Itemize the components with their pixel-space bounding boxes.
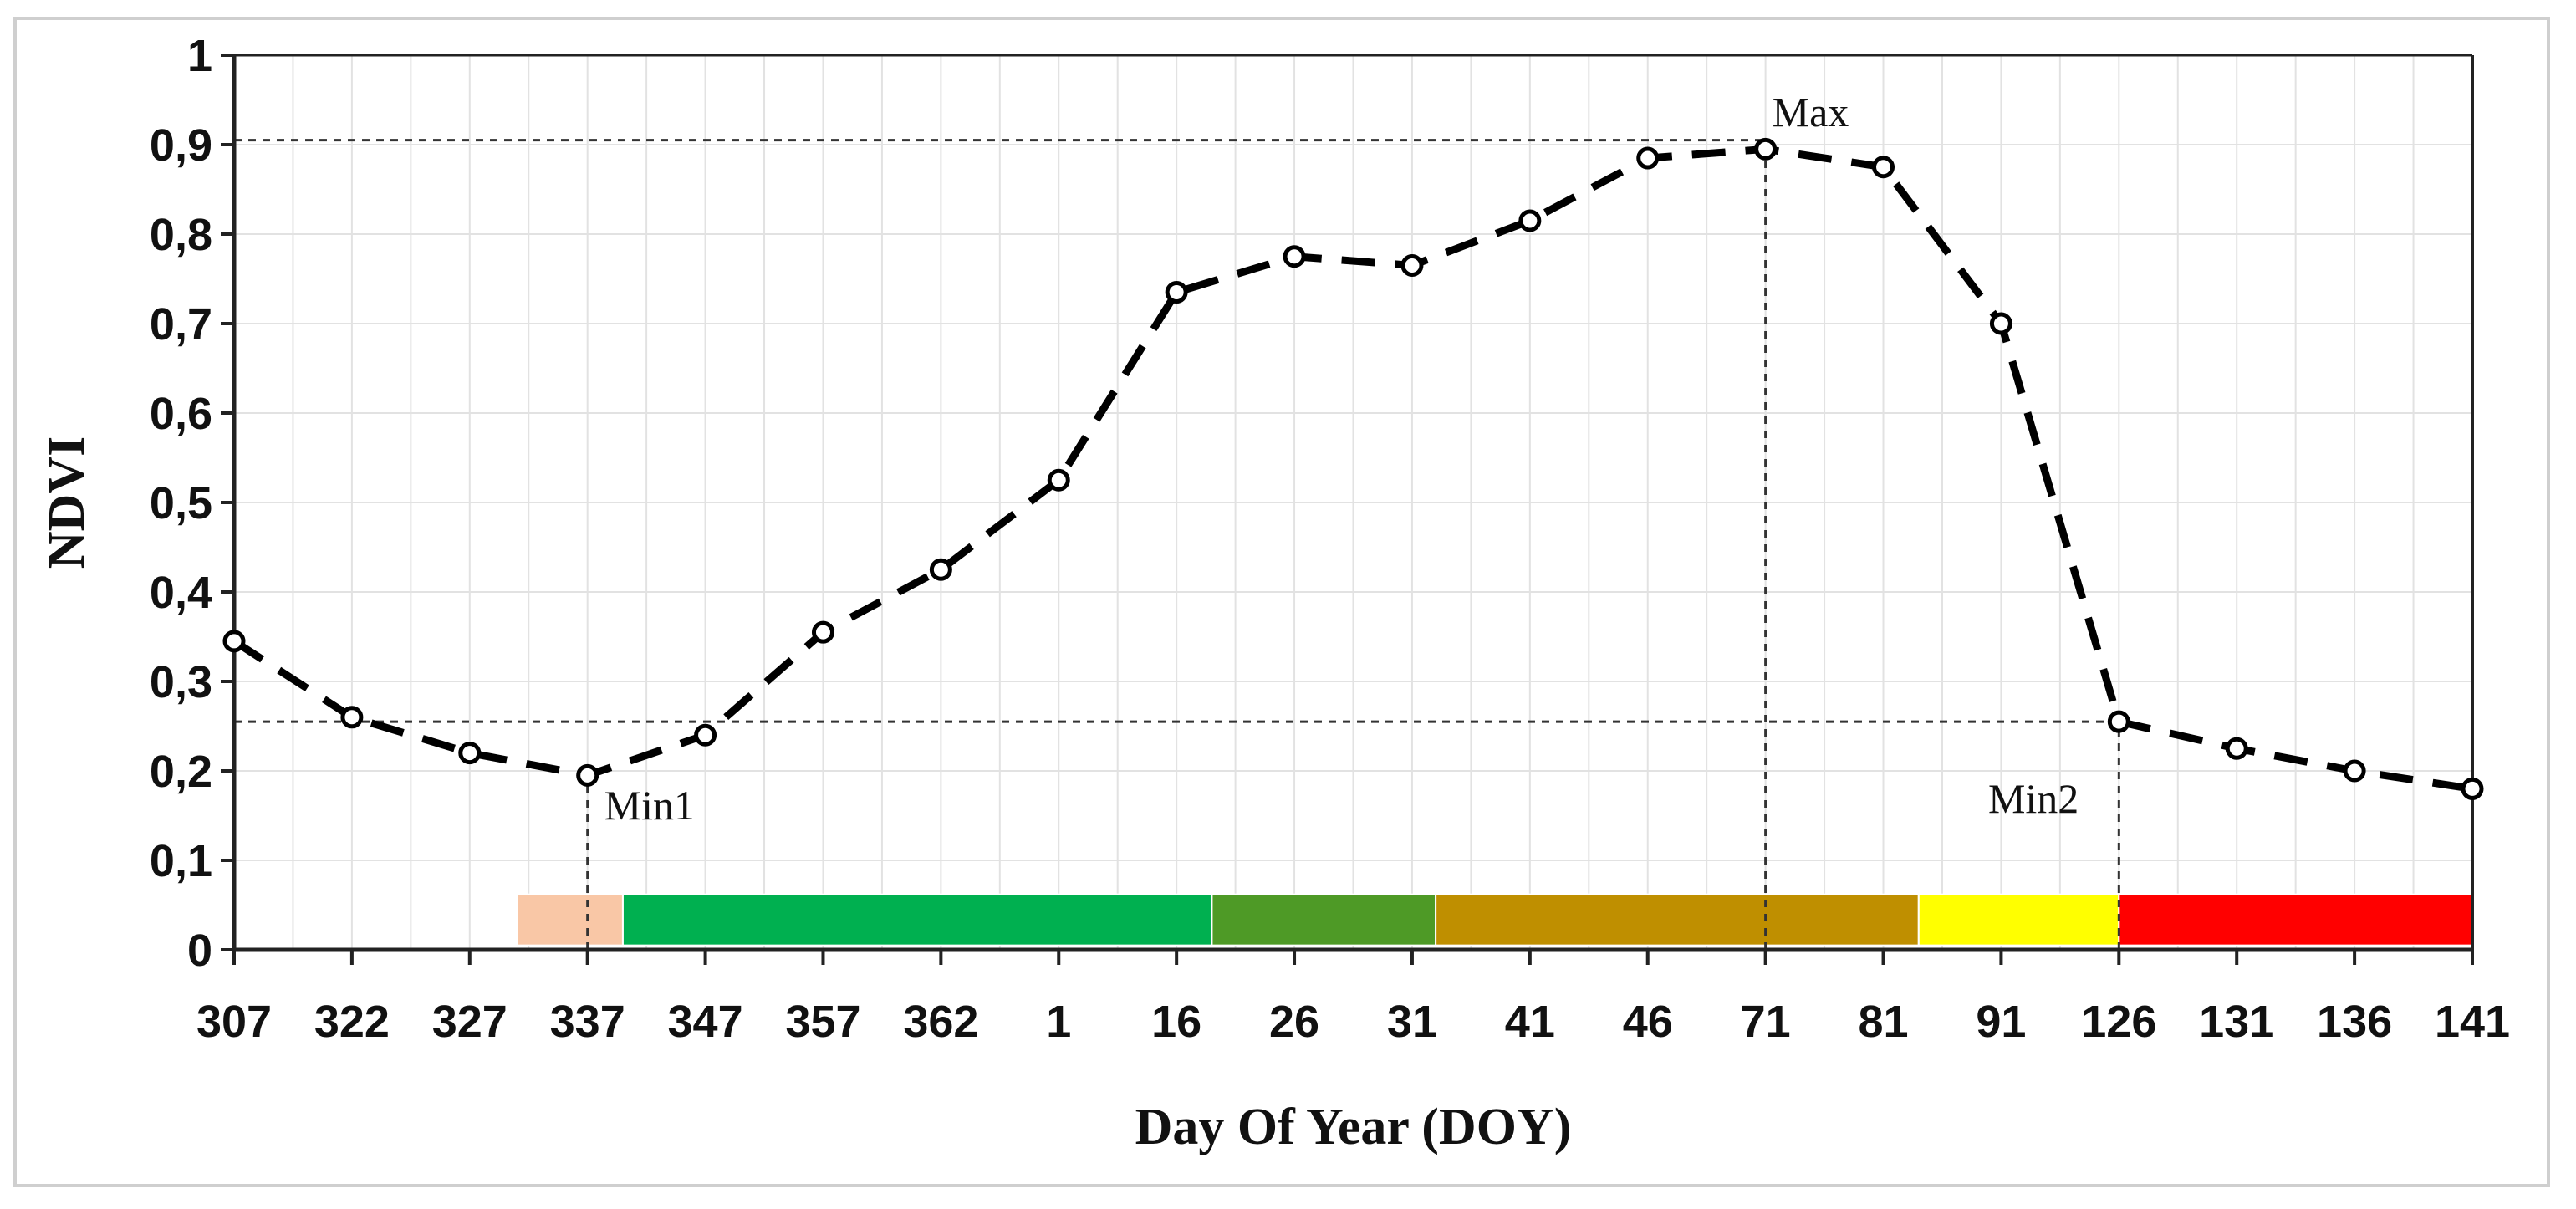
y-tick-label: 0 (187, 926, 212, 976)
y-tick-label: 0,9 (150, 120, 212, 171)
x-tick-label: 16 (1151, 997, 1201, 1047)
data-point (1636, 146, 1660, 170)
data-point (576, 763, 599, 787)
x-tick-label: 322 (314, 997, 390, 1047)
x-tick-label: 31 (1387, 997, 1437, 1047)
annotation-min2: Min2 (1988, 775, 2079, 822)
y-tick-label: 0,4 (150, 568, 212, 618)
x-tick-label: 81 (1858, 997, 1908, 1047)
x-tick-label: 307 (196, 997, 272, 1047)
axes (221, 54, 2474, 965)
x-tick-label: 26 (1269, 997, 1319, 1047)
x-tick-label: 327 (432, 997, 508, 1047)
x-tick-label: 337 (550, 997, 625, 1047)
data-point (1754, 137, 1778, 161)
x-tick-label: 126 (2081, 997, 2156, 1047)
data-point (2343, 759, 2366, 783)
data-point (1283, 245, 1306, 268)
data-point (1518, 209, 1542, 232)
data-point (340, 706, 364, 729)
x-tick-label: 41 (1505, 997, 1555, 1047)
data-point (2461, 777, 2484, 800)
data-point (929, 558, 952, 581)
x-tick-label: 91 (1976, 997, 2026, 1047)
x-axis-title: Day Of Year (DOY) (1135, 1099, 1572, 1155)
y-tick-label: 0,3 (150, 657, 212, 707)
y-tick-label: 0,2 (150, 747, 212, 797)
reference-lines (234, 139, 2120, 950)
phase-segment (621, 893, 1213, 946)
x-tick-label: 46 (1623, 997, 1673, 1047)
grid-layer (233, 54, 2473, 951)
annotation-max: Max (1773, 89, 1849, 135)
y-tick-label: 0,5 (150, 478, 212, 528)
y-axis-title: NDVI (38, 436, 95, 569)
x-tick-label: 362 (903, 997, 978, 1047)
data-point (694, 723, 717, 747)
phase-segment (1435, 893, 1920, 946)
data-point (2107, 710, 2130, 733)
x-tick-label: 141 (2435, 997, 2510, 1047)
x-tick-label: 347 (668, 997, 743, 1047)
data-point (811, 620, 834, 644)
y-tick-label: 1 (187, 31, 212, 81)
data-point (458, 742, 482, 765)
y-tick-label: 0,8 (150, 210, 212, 260)
data-point (222, 630, 246, 653)
phase-segment (1917, 893, 2120, 946)
chart-frame (13, 17, 2550, 1187)
x-tick-label: 1 (1046, 997, 1071, 1047)
x-tick-label: 131 (2199, 997, 2274, 1047)
data-point (1047, 468, 1070, 492)
phase-segment (1211, 893, 1437, 946)
series-line (232, 145, 2473, 793)
x-tick-label: 136 (2317, 997, 2392, 1047)
data-point (1400, 253, 1424, 277)
labels-layer: 0 0,1 0,2 0,3 0,4 0,5 0,6 0,7 0,8 0,9 1 307 322 327 33… (150, 31, 2510, 1047)
y-tick-label: 0,6 (150, 389, 212, 439)
data-point (1872, 156, 1895, 179)
annotation-min1: Min1 (604, 782, 695, 829)
phase-segment (516, 893, 624, 946)
x-tick-label: 357 (785, 997, 860, 1047)
y-tick-label: 0,1 (150, 836, 212, 886)
series-layer (222, 137, 2484, 800)
data-point (1165, 281, 1188, 304)
phase-segment (2118, 893, 2473, 946)
y-tick-label: 0,7 (150, 299, 212, 349)
x-tick-label: 71 (1741, 997, 1791, 1047)
data-point (2225, 737, 2248, 760)
data-point (1989, 312, 2012, 335)
phase-bar (516, 893, 2473, 946)
